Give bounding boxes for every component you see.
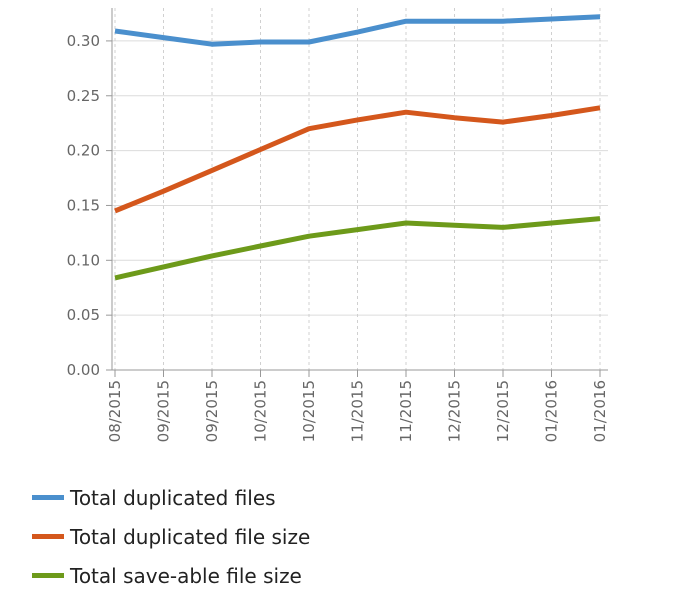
legend-item-total-save-able-file-size[interactable]: Total save-able file size (32, 556, 310, 595)
y-tick-label: 0.10 (67, 251, 100, 269)
legend-item-total-duplicated-file-size[interactable]: Total duplicated file size (32, 517, 310, 556)
series-lines (114, 14, 601, 281)
series-line-2 (114, 216, 601, 281)
x-tick-labels: 08/2015 09/2015 09/2015 10/2015 10/2015 11/20… (106, 380, 609, 442)
y-tick-label: 0.05 (67, 306, 100, 324)
series-line-0 (114, 14, 601, 47)
x-tick-label: 10/2015 (300, 380, 318, 442)
axes (106, 8, 608, 377)
x-tick-label: 08/2015 (106, 380, 124, 442)
x-tick-label: 11/2015 (349, 380, 367, 442)
x-tick-label: 01/2016 (543, 380, 561, 442)
y-tick-labels: 0.00 0.05 0.10 0.15 0.20 0.25 0.30 (67, 32, 100, 379)
legend-label: Total duplicated files (70, 485, 276, 510)
y-tick-label: 0.15 (67, 196, 100, 214)
x-tick-label: 09/2015 (155, 380, 173, 442)
y-tick-label: 0.20 (67, 142, 100, 160)
y-tick-label: 0.25 (67, 87, 100, 105)
legend-swatch (32, 534, 64, 539)
legend: Total duplicated files Total duplicated … (32, 478, 310, 595)
x-tick-label: 09/2015 (203, 380, 221, 442)
x-tick-label: 10/2015 (252, 380, 270, 442)
x-tick-label: 01/2016 (591, 380, 609, 442)
x-tick-label: 11/2015 (397, 380, 415, 442)
legend-label: Total duplicated file size (70, 524, 311, 549)
grid (112, 8, 608, 370)
legend-swatch (32, 495, 64, 500)
legend-item-total-duplicated-files[interactable]: Total duplicated files (32, 478, 310, 517)
legend-swatch (32, 573, 64, 578)
legend-label: Total save-able file size (70, 563, 302, 588)
x-tick-label: 12/2015 (446, 380, 464, 442)
y-tick-label: 0.30 (67, 32, 100, 50)
y-tick-label: 0.00 (67, 361, 100, 379)
series-line-1 (114, 105, 601, 214)
line-chart: 0.00 0.05 0.10 0.15 0.20 0.25 0.30 08/2015 09/2… (67, 8, 609, 442)
x-tick-label: 12/2015 (494, 380, 512, 442)
